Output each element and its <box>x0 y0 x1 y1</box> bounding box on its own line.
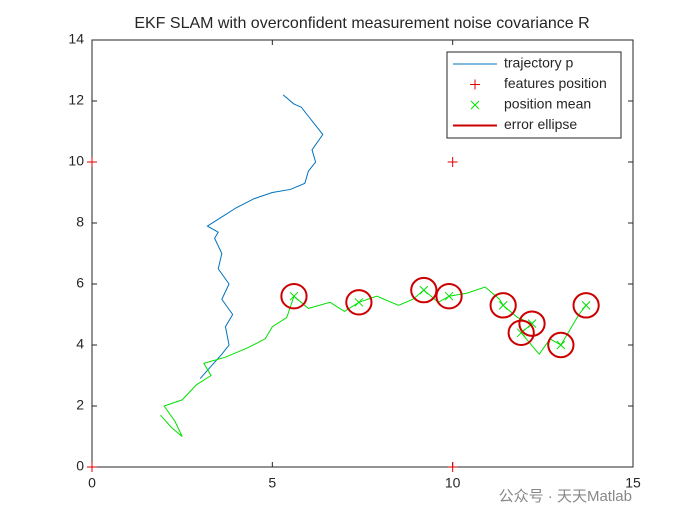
legend-label: trajectory p <box>504 55 573 71</box>
legend-label: features position <box>504 75 607 91</box>
y-tick-label: 12 <box>68 92 84 108</box>
mean-marker <box>527 319 537 329</box>
feature-marker <box>470 79 480 90</box>
error-ellipse <box>489 292 517 319</box>
error-ellipse <box>572 292 600 319</box>
error-ellipse <box>435 283 463 310</box>
error-ellipse <box>410 276 438 304</box>
y-tick-label: 10 <box>68 153 84 169</box>
mean-marker <box>444 291 454 301</box>
feature-marker <box>87 157 97 167</box>
chart-title: EKF SLAM with overconfident measurement … <box>134 15 589 32</box>
feature-marker <box>447 157 458 167</box>
mean-marker <box>419 285 429 295</box>
error-ellipse <box>547 331 575 359</box>
feature-marker <box>447 462 458 472</box>
mean-marker <box>581 300 591 310</box>
legend-label: error ellipse <box>504 116 577 132</box>
legend-box <box>446 51 622 139</box>
y-tick-label: 2 <box>76 397 84 413</box>
y-tick-label: 0 <box>76 458 84 474</box>
y-tick-label: 8 <box>76 214 84 230</box>
error-ellipse <box>345 289 373 316</box>
mean-marker <box>354 297 364 307</box>
y-tick-label: 6 <box>76 275 84 291</box>
x-tick-label: 15 <box>625 475 641 491</box>
plot-area <box>91 39 634 468</box>
watermark: 公众号 · 天天Matlab <box>499 488 632 505</box>
x-tick-label: 5 <box>268 475 276 491</box>
error-ellipse <box>280 283 308 310</box>
y-tick-label: 14 <box>68 31 84 47</box>
y-tick-label: 4 <box>76 336 84 352</box>
mean-marker <box>470 100 480 110</box>
x-tick-label: 0 <box>88 475 96 491</box>
error-ellipse <box>518 310 546 337</box>
error-ellipse <box>507 319 535 346</box>
mean-marker <box>498 300 508 310</box>
mean-marker <box>556 340 566 350</box>
series-line <box>199 94 324 379</box>
x-tick-label: 10 <box>445 475 461 491</box>
feature-marker <box>87 462 97 472</box>
mean-marker <box>516 328 526 338</box>
mean-marker <box>289 291 299 301</box>
legend-label: position mean <box>504 96 591 112</box>
